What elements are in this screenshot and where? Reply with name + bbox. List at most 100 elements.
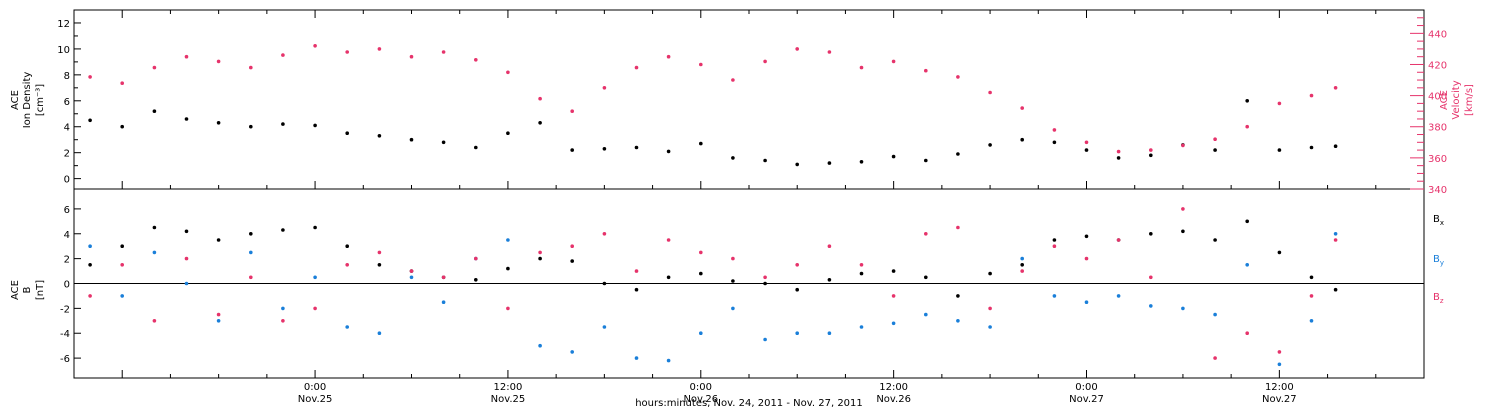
density-point	[1245, 99, 1249, 103]
bz-point	[1181, 207, 1185, 211]
density-point	[1084, 148, 1089, 152]
velocity-axis-label: ACE Velocity [km/s]	[1439, 80, 1475, 119]
density-point	[409, 137, 414, 142]
velocity-point	[441, 50, 446, 54]
bz-point	[409, 269, 414, 273]
by-point	[281, 306, 285, 311]
bz-point	[763, 275, 767, 280]
bz-point	[506, 306, 510, 311]
bz-point	[1116, 238, 1121, 242]
bz-point	[891, 294, 896, 298]
bx-point	[956, 294, 960, 298]
bx-point	[281, 228, 285, 232]
bz-point	[956, 225, 960, 230]
velocity-point	[1309, 93, 1314, 98]
field-tick-label: 0	[64, 280, 70, 291]
bz-point	[1149, 275, 1153, 280]
field-tick-label: -6	[60, 354, 70, 365]
by-point	[345, 325, 350, 329]
density-tick-label: 4	[64, 123, 70, 134]
x-tick-time-label: 12:00	[494, 382, 523, 393]
density-point	[506, 131, 510, 135]
bz-point	[988, 306, 992, 311]
bx-point	[345, 244, 350, 248]
velocity-point	[1277, 101, 1282, 106]
density-axis-label-line1: ACE	[10, 90, 21, 110]
velocity-point	[345, 50, 350, 54]
density-point	[1020, 137, 1024, 142]
bz-point	[570, 244, 574, 248]
density-tick-label: 6	[64, 97, 70, 108]
legend-bz-base: B	[1433, 292, 1440, 303]
velocity-point	[1213, 137, 1217, 141]
bz-point	[731, 256, 735, 261]
bz-point	[1245, 331, 1249, 336]
bz-point	[1309, 294, 1314, 298]
bx-point	[184, 229, 189, 234]
density-point	[313, 123, 317, 128]
by-point	[538, 343, 542, 348]
bz-point	[249, 275, 253, 280]
velocity-point	[538, 96, 542, 101]
velocity-point	[1149, 148, 1153, 152]
bx-point	[313, 225, 317, 230]
by-point	[795, 331, 799, 336]
density-point	[1116, 156, 1121, 160]
velocity-point	[956, 75, 960, 79]
by-point	[506, 238, 510, 242]
velocity-point	[1181, 143, 1185, 148]
density-point	[634, 145, 639, 150]
density-point	[474, 145, 478, 150]
bx-point	[249, 232, 253, 236]
velocity-point	[409, 54, 414, 59]
field-tick-label: -4	[60, 329, 70, 340]
by-point	[634, 356, 639, 360]
x-tick-time-label: 0:00	[690, 382, 712, 393]
bx-point	[88, 263, 92, 267]
velocity-point	[891, 59, 896, 64]
by-point	[1213, 312, 1217, 317]
density-point	[891, 154, 896, 159]
by-point	[891, 321, 896, 326]
by-point	[409, 275, 414, 280]
velocity-point	[924, 68, 928, 73]
bz-point	[216, 312, 221, 317]
by-point	[377, 331, 382, 336]
field-axis-label-line3: [nT]	[35, 280, 46, 300]
velocity-point	[602, 86, 607, 90]
by-point	[1052, 294, 1057, 298]
bx-point	[1084, 234, 1089, 239]
by-point	[602, 325, 607, 329]
by-point	[152, 250, 157, 255]
density-point	[88, 118, 92, 123]
velocity-point	[184, 54, 189, 59]
by-point	[1020, 256, 1024, 261]
bx-point	[795, 287, 799, 292]
bz-point	[795, 263, 799, 267]
by-point	[1149, 304, 1153, 308]
bx-point	[634, 287, 639, 292]
bz-point	[1052, 244, 1057, 248]
density-point	[441, 140, 446, 145]
velocity-point	[120, 81, 124, 85]
bx-point	[1277, 250, 1282, 255]
bx-point	[891, 269, 896, 273]
x-tick-time-label: 12:00	[1265, 382, 1294, 393]
bx-point	[1333, 287, 1338, 292]
bz-point	[666, 238, 671, 242]
bx-point	[1020, 263, 1024, 267]
velocity-tick-label: 440	[1428, 29, 1447, 40]
by-point	[859, 325, 864, 329]
by-point	[120, 294, 124, 298]
field-tick-label: 2	[64, 255, 70, 266]
density-point	[538, 121, 542, 125]
velocity-point	[699, 62, 703, 67]
velocity-tick-label: 400	[1428, 92, 1447, 103]
by-point	[827, 331, 832, 336]
bx-point	[538, 256, 542, 261]
legend-bz-sub: z	[1440, 297, 1444, 305]
bz-point	[345, 263, 350, 267]
velocity-axis-label-line2: Velocity	[1451, 80, 1462, 119]
bx-point	[1245, 219, 1249, 224]
by-point	[313, 275, 317, 280]
